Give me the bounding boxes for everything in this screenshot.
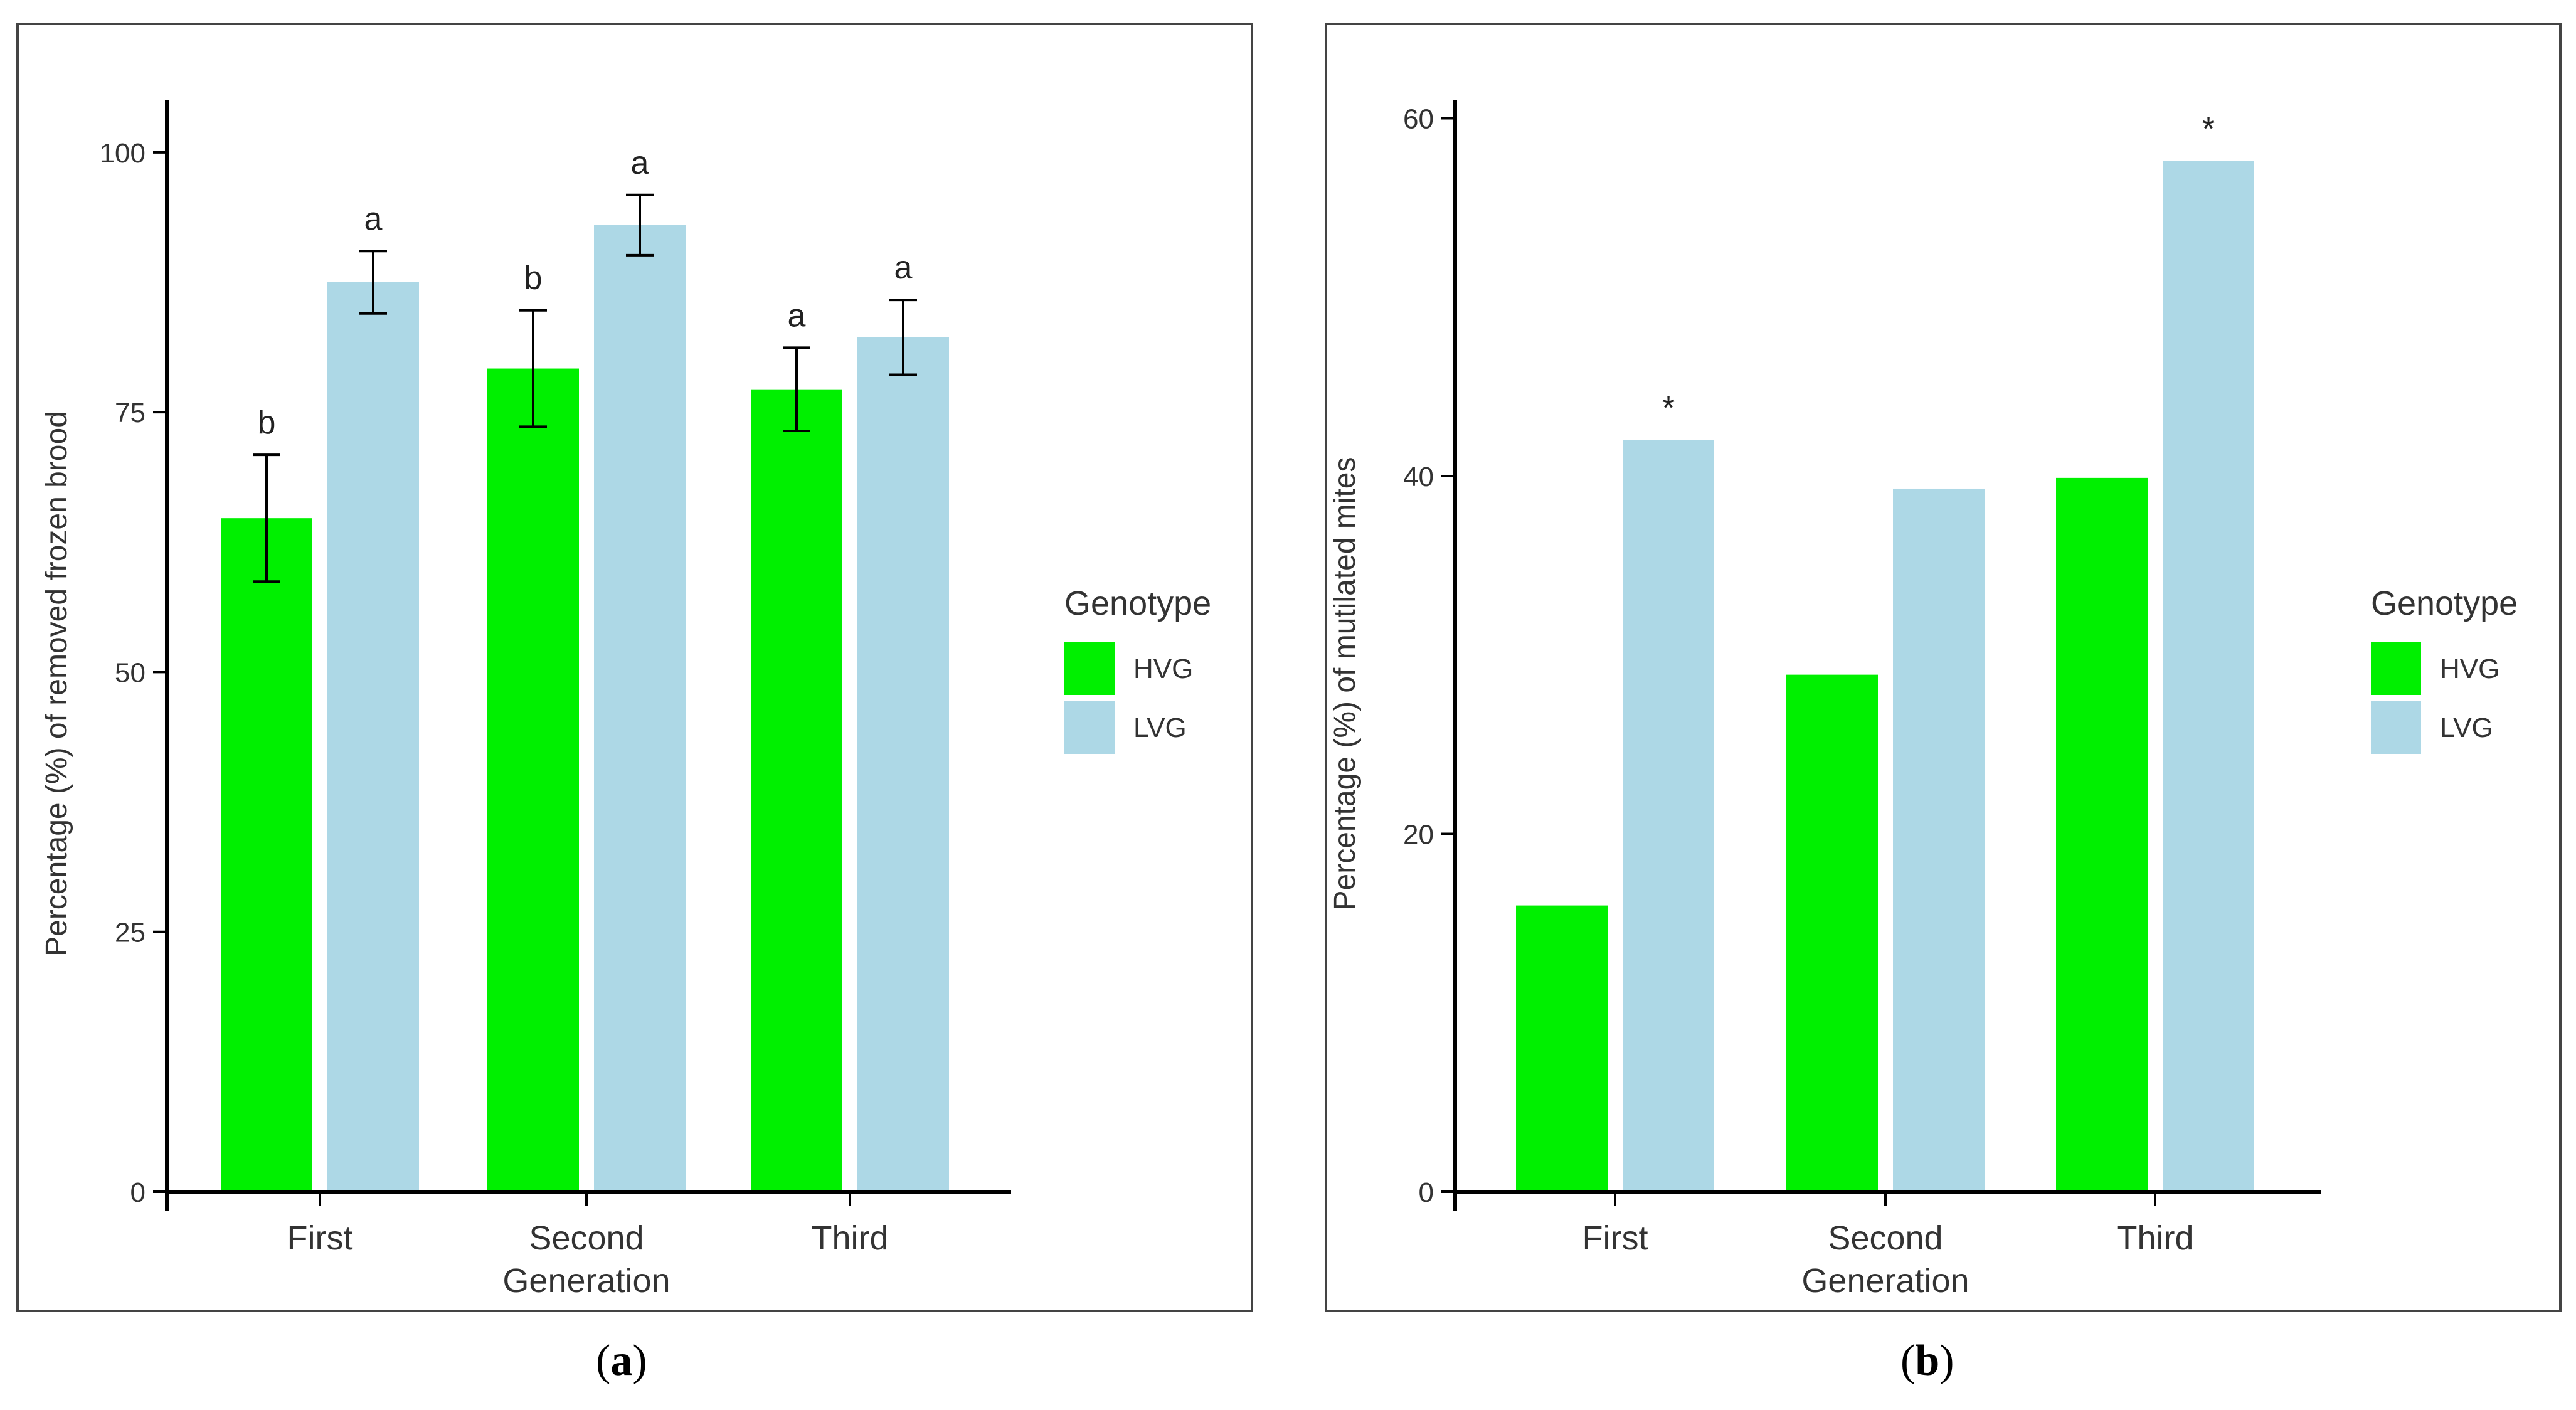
- legend-swatch-hvg: [1064, 642, 1115, 695]
- legend-swatch-lvg: [2371, 701, 2421, 754]
- significance-label: a: [631, 145, 649, 181]
- y-tick-label: 100: [100, 138, 146, 169]
- legend-label-lvg: LVG: [1133, 713, 1187, 743]
- error-bar-lvg-second: [626, 193, 654, 257]
- bar-lvg-first: [1623, 440, 1714, 1192]
- significance-label: a: [364, 201, 383, 237]
- bar-lvg-second: [1893, 488, 1985, 1192]
- significance-label: *: [1662, 390, 1675, 427]
- significance-label: *: [2202, 111, 2215, 147]
- bar-hvg-second: [1786, 674, 1878, 1192]
- y-tick-label: 0: [130, 1177, 146, 1208]
- x-tick-label-third: Third: [2116, 1219, 2193, 1257]
- y-tick-label: 60: [1403, 104, 1434, 135]
- error-bar-hvg-first: [253, 453, 280, 583]
- legend-title: Genotype: [2371, 585, 2518, 622]
- legend-title: Genotype: [1064, 585, 1211, 622]
- significance-label: a: [788, 297, 806, 334]
- bar-hvg-first: [1516, 905, 1608, 1192]
- significance-label: a: [894, 250, 913, 286]
- significance-label: b: [524, 260, 543, 297]
- x-axis-title: Generation: [502, 1262, 670, 1300]
- chart-b: * * 0 20 40 60 First Second Third Generation Perce…: [1325, 23, 2562, 1312]
- bar-lvg-third: [2163, 161, 2254, 1192]
- y-tick-label: 0: [1419, 1177, 1434, 1208]
- legend-label-lvg: LVG: [2440, 713, 2493, 743]
- panel-label-a: (a): [596, 1337, 647, 1385]
- y-tick-label: 20: [1403, 820, 1434, 851]
- bar-lvg-first: [327, 282, 419, 1192]
- legend-swatch-lvg: [1064, 701, 1115, 754]
- x-axis-title: Generation: [1801, 1262, 1969, 1300]
- error-bar-lvg-third: [889, 299, 917, 376]
- panel-label-b: (b): [1900, 1337, 1954, 1385]
- error-bar-lvg-first: [359, 250, 387, 315]
- legend-swatch-hvg: [2371, 642, 2421, 695]
- significance-label: b: [258, 405, 276, 441]
- x-tick-label-third: Third: [811, 1219, 888, 1257]
- x-tick-label-second: Second: [529, 1219, 644, 1257]
- bar-lvg-second: [594, 225, 686, 1192]
- y-tick-label: 25: [115, 918, 146, 948]
- y-tick-label: 40: [1403, 462, 1434, 492]
- y-axis-title: Percentage (%) of mutilated mites: [1328, 457, 1362, 911]
- bar-hvg-first: [221, 518, 312, 1192]
- y-tick-label: 50: [115, 657, 146, 688]
- bar-hvg-third: [751, 389, 842, 1192]
- error-bar-hvg-second: [519, 309, 547, 428]
- y-axis-title: Percentage (%) of removed frozen brood: [40, 411, 73, 957]
- bar-hvg-third: [2056, 477, 2148, 1192]
- y-tick-label: 75: [115, 398, 146, 428]
- chart-a: b b a a a a 0 25 50 75 100 First Second Third Generati…: [16, 23, 1253, 1312]
- legend-label-hvg: HVG: [2440, 654, 2499, 684]
- x-tick-label-first: First: [287, 1219, 353, 1257]
- bar-lvg-third: [857, 337, 949, 1192]
- x-tick-label-second: Second: [1828, 1219, 1943, 1257]
- x-tick-label-first: First: [1582, 1219, 1648, 1257]
- bar-hvg-second: [487, 368, 579, 1192]
- legend-label-hvg: HVG: [1133, 654, 1193, 684]
- error-bar-hvg-third: [783, 346, 810, 432]
